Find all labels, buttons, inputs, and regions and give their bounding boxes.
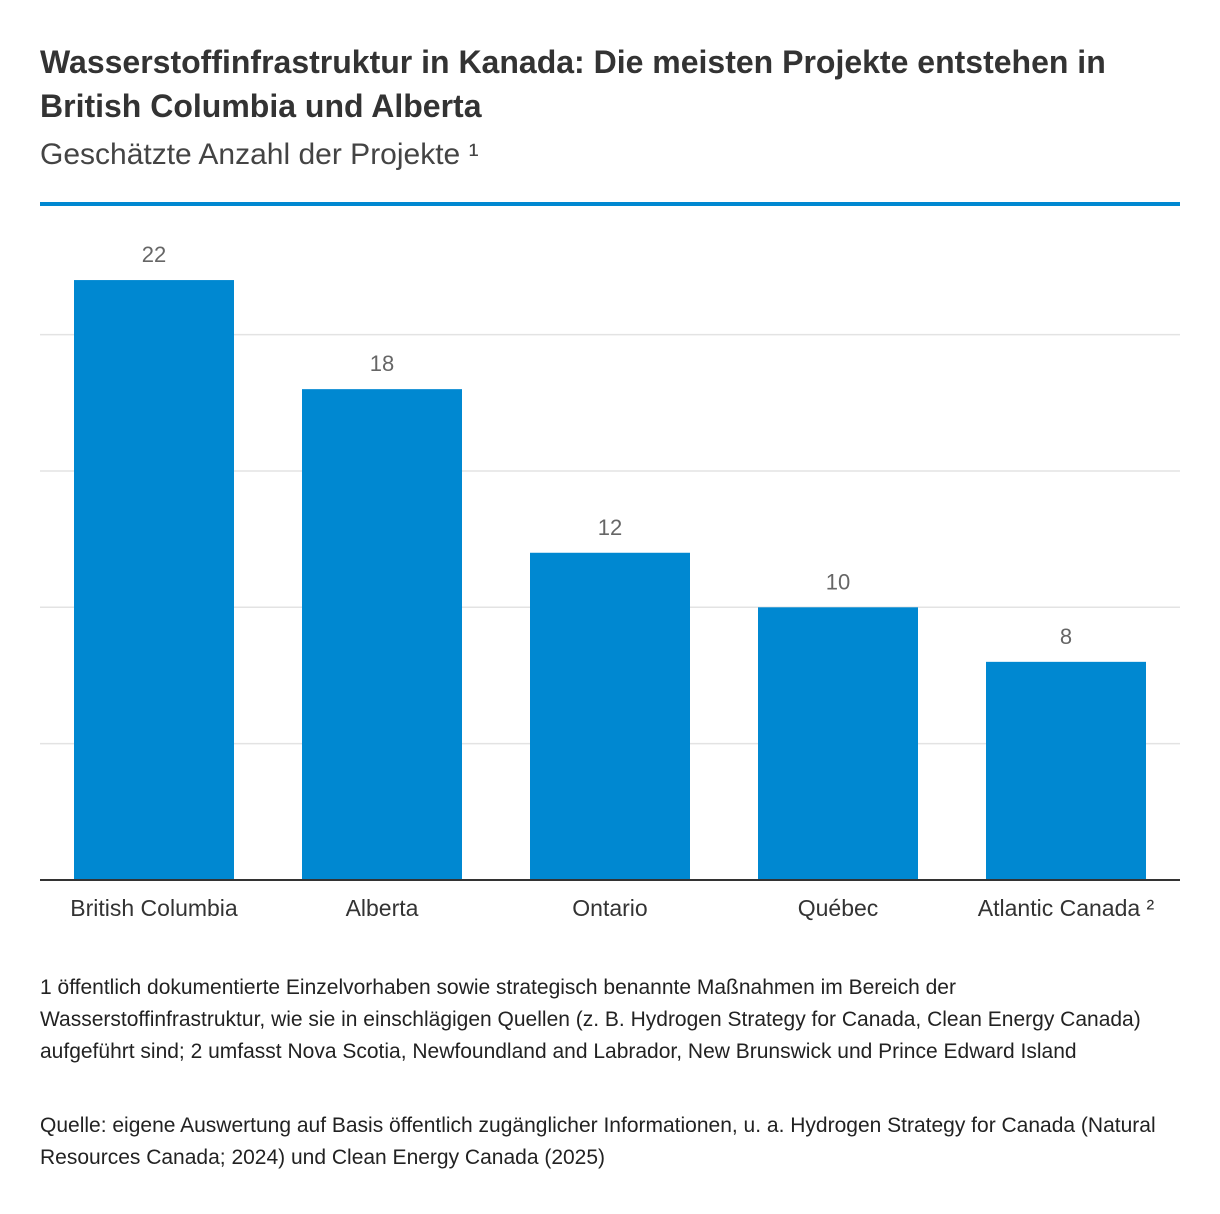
chart-title: Wasserstoffinfrastruktur in Kanada: Die … [40,44,1106,124]
value-label: 8 [1060,624,1072,649]
category-label: Atlantic Canada ² [978,895,1155,921]
footnote: 1 öffentlich dokumentierte Einzelvorhabe… [40,976,1141,1063]
category-label: Alberta [346,895,419,921]
bar-chart: 22 British Columbia 18 Alberta 12 Ontario 10 Qu… [40,242,1180,921]
category-label: Ontario [572,895,647,921]
value-label: 18 [370,351,394,376]
bar [986,661,1146,880]
category-label: British Columbia [70,895,238,921]
value-label: 22 [142,242,166,267]
value-label: 12 [598,515,622,540]
category-label: Québec [798,895,879,921]
bar [302,389,462,880]
bar [758,607,918,880]
value-label: 10 [826,569,850,594]
source-note: Quelle: eigene Auswertung auf Basis öffe… [40,1114,1156,1169]
bar [74,280,234,880]
bar [530,552,690,880]
title-divider [40,202,1180,206]
chart-subtitle: Geschätzte Anzahl der Projekte ¹ [40,138,479,171]
